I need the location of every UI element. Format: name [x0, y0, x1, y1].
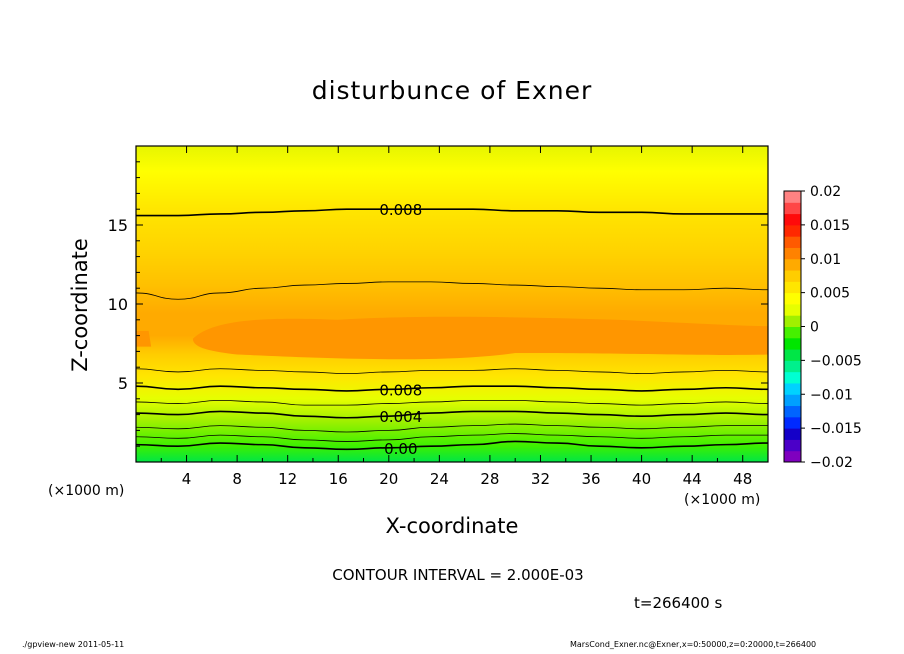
footer-left: ./gpview-new 2011-05-11: [22, 640, 125, 649]
colorbar-swatch: [784, 450, 801, 463]
x-axis-label: X-coordinate: [385, 514, 519, 538]
colorbar-swatch: [784, 281, 801, 294]
colorbar-swatch: [784, 315, 801, 327]
chart-title: disturbunce of Exner: [311, 76, 593, 105]
y-axis-ticks: 5 10 15: [108, 161, 768, 447]
contour-label: 0.008: [379, 201, 422, 219]
colorbar-swatch: [784, 191, 801, 203]
contour-label: 0.004: [379, 408, 422, 426]
colorbar-swatch: [784, 326, 801, 339]
time-label: t=266400 s: [634, 594, 723, 612]
field-core-left: [136, 330, 152, 347]
colorbar-swatch: [784, 405, 801, 418]
colorbar-label: 0.015: [810, 218, 850, 234]
field-background: [136, 146, 768, 462]
contour-line: [136, 410, 768, 419]
colorbar: 0.02 0.015 0.01 0.005 0 −0.005 −0.01 −0.015 −0.0…: [783, 184, 862, 471]
contour-line: [136, 385, 768, 392]
colorbar-swatch: [784, 394, 801, 407]
colorbar-label: 0: [810, 320, 819, 336]
x-tick-label: 32: [531, 470, 550, 488]
colorbar-label: −0.02: [810, 455, 853, 471]
colorbar-swatch: [784, 371, 801, 384]
colorbar-label: −0.005: [810, 353, 862, 369]
colorbar-swatch: [784, 213, 801, 226]
x-tick-label: 36: [581, 470, 600, 488]
colorbar-swatch: [784, 292, 801, 305]
contour-line: [136, 423, 768, 433]
colorbar-swatch: [784, 349, 801, 361]
colorbar-swatch: [784, 247, 801, 260]
y-tick-label: 5: [118, 374, 128, 393]
x-tick-label: 28: [480, 470, 499, 488]
x-tick-label: 16: [329, 470, 348, 488]
x-unit-left: (×1000 m): [48, 483, 125, 499]
x-tick-label: 20: [379, 470, 398, 488]
x-unit-right: (×1000 m): [684, 492, 761, 508]
x-tick-label: 4: [182, 470, 192, 488]
heatmap-field: [136, 146, 768, 462]
x-tick-label: 44: [683, 470, 702, 488]
x-axis-ticks: 4 8 12 16 20 24 28 32 36 40 44 48: [160, 146, 752, 488]
contour-line: [136, 399, 768, 406]
colorbar-swatch: [784, 439, 801, 452]
contour-line: [136, 368, 768, 374]
colorbar-swatch: [784, 236, 801, 248]
y-tick-label: 15: [108, 216, 128, 235]
colorbar-swatch: [784, 270, 801, 282]
contour-line: [136, 208, 768, 217]
contour-line: [136, 440, 768, 451]
colorbar-label: 0.01: [810, 252, 841, 268]
field-core: [192, 316, 768, 360]
x-tick-label: 8: [232, 470, 242, 488]
footer-right: MarsCond_Exner.nc@Exner,x=0:50000,z=0:20…: [570, 640, 817, 649]
colorbar-swatch: [784, 258, 801, 271]
contour-interval-label: CONTOUR INTERVAL = 2.000E-03: [332, 566, 584, 584]
colorbar-swatch: [784, 337, 801, 350]
colorbar-label: 0.005: [810, 286, 850, 302]
colorbar-label: −0.015: [810, 421, 862, 437]
contour-line: [136, 281, 768, 300]
colorbar-swatch: [784, 224, 801, 237]
y-tick-label: 10: [108, 295, 128, 314]
contour-label: 0.00: [384, 440, 417, 458]
colorbar-label: 0.02: [810, 184, 841, 200]
contour-label: 0.008: [379, 381, 422, 399]
colorbar-swatch: [784, 360, 801, 373]
colorbar-swatch: [784, 428, 801, 440]
x-tick-label: 40: [632, 470, 651, 488]
contour-lines: 0.00 0.004 0.008 0.008: [136, 201, 768, 458]
colorbar-label: −0.01: [810, 387, 853, 403]
colorbar-swatch: [784, 303, 801, 316]
x-tick-label: 12: [278, 470, 297, 488]
x-tick-label: 48: [733, 470, 752, 488]
contour-line: [136, 433, 768, 442]
colorbar-swatch: [784, 416, 801, 429]
colorbar-swatch: [784, 202, 801, 215]
x-tick-label: 24: [430, 470, 449, 488]
colorbar-swatch: [784, 382, 801, 395]
